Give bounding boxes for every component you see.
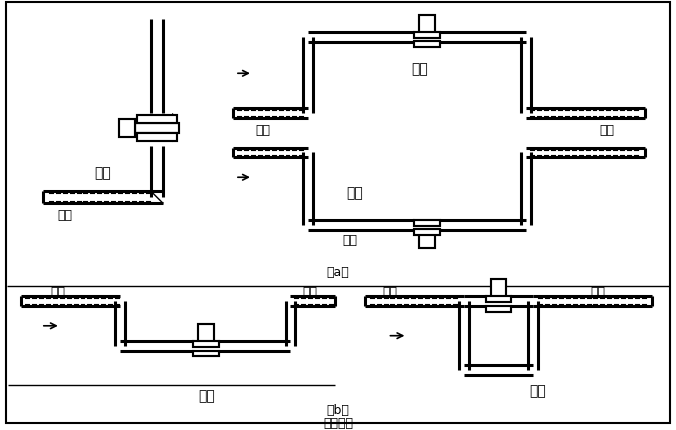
Text: 液体: 液体 <box>256 124 270 137</box>
Text: 正确: 正确 <box>94 166 111 180</box>
Bar <box>414 229 440 235</box>
Text: （b）: （b） <box>327 403 349 417</box>
Bar <box>414 42 440 47</box>
Bar <box>193 351 219 356</box>
Bar <box>414 220 440 226</box>
Text: 错误: 错误 <box>347 186 363 200</box>
Bar <box>485 306 511 312</box>
Bar <box>414 33 440 39</box>
Text: 液体: 液体 <box>600 124 615 137</box>
Text: 图（四）: 图（四） <box>323 416 353 429</box>
Text: 液体: 液体 <box>57 209 72 222</box>
Text: 气泡: 气泡 <box>590 285 605 298</box>
Text: 液体: 液体 <box>342 233 358 246</box>
Bar <box>419 16 435 34</box>
Text: 错误: 错误 <box>530 383 546 397</box>
Bar <box>119 120 135 137</box>
Bar <box>485 296 511 302</box>
Text: 气泡: 气泡 <box>303 285 318 298</box>
Text: 正确: 正确 <box>198 388 215 402</box>
Text: （a）: （a） <box>327 265 349 278</box>
Text: 气泡: 气泡 <box>382 285 397 298</box>
Bar <box>137 116 176 123</box>
Bar <box>491 280 506 298</box>
Bar <box>193 341 219 347</box>
Text: 正确: 正确 <box>411 62 428 76</box>
Bar <box>137 133 176 141</box>
Bar <box>419 230 435 248</box>
Bar <box>135 123 178 133</box>
Text: 气泡: 气泡 <box>50 285 66 298</box>
Bar <box>198 324 214 342</box>
